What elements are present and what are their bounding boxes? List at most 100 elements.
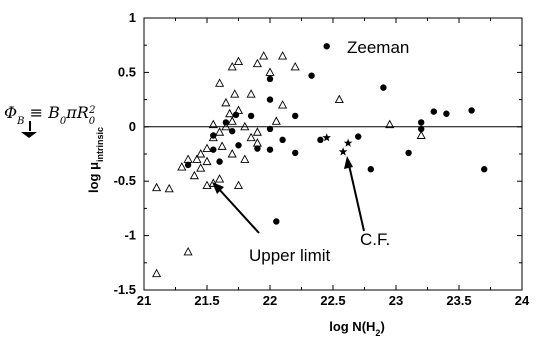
- upper-limit-data-point: [227, 149, 237, 158]
- x-tick-label: 23: [389, 293, 403, 308]
- upper-limit-data-point: [278, 51, 288, 60]
- upper-limit-data-point: [233, 56, 244, 65]
- zeeman-data-point: [292, 149, 299, 157]
- zeeman-data-point: [184, 161, 192, 169]
- upper-limit-data-point: [233, 180, 244, 190]
- upper-limit-data-point: [152, 268, 162, 278]
- zeeman-data-point: [292, 112, 299, 120]
- zeeman-data-point: [405, 149, 412, 157]
- zeeman-data-point: [355, 133, 362, 140]
- upper-limit-arrow: [212, 182, 260, 234]
- zeeman-data-point: [229, 127, 236, 135]
- zeeman-data-point: [418, 119, 425, 126]
- upper-limit-data-point: [233, 105, 244, 114]
- upper-limit-data-point: [416, 130, 426, 139]
- magnetic-flux-formula: ΦB ≡ B0πR02: [4, 103, 96, 127]
- upper-limit-data-point: [183, 154, 193, 163]
- upper-limit-data-point: [227, 62, 237, 71]
- y-axis-label: log μintrinsic: [86, 127, 105, 193]
- formula-pointer-arrow: [21, 121, 37, 138]
- upper-limit-label: Upper limit: [249, 246, 331, 265]
- x-axis-label: log N(H2): [329, 319, 385, 338]
- x-tick-label: 24: [515, 293, 530, 308]
- cf-label: C.F.: [360, 230, 390, 249]
- upper-limit-data-point: [225, 108, 235, 118]
- upper-limit-data-point: [202, 156, 212, 166]
- zeeman-data-point: [266, 75, 274, 83]
- zeeman-data-point: [266, 96, 274, 103]
- upper-limit-data-point: [189, 170, 199, 180]
- upper-limit-data-point: [217, 141, 227, 150]
- upper-limit-data-point: [290, 62, 300, 71]
- upper-limit-data-point: [278, 100, 288, 109]
- x-tick-label: 22: [263, 293, 277, 308]
- cf-data-point: [322, 133, 331, 142]
- zeeman-data-point: [317, 136, 324, 144]
- zeeman-data-point: [323, 43, 330, 50]
- upper-limit-data-point: [240, 121, 250, 131]
- zeeman-data-point: [380, 84, 387, 91]
- upper-limit-data-point: [196, 149, 206, 158]
- zeeman-data-point: [216, 158, 223, 165]
- zeeman-data-point: [430, 108, 437, 115]
- x-tick-label: 21: [137, 293, 151, 308]
- upper-limit-data-point: [215, 78, 225, 87]
- upper-limit-data-point: [385, 119, 395, 129]
- zeeman-data-point: [308, 72, 315, 79]
- zeeman-data-point: [443, 110, 450, 117]
- cf-data-point: [343, 138, 353, 147]
- upper-limit-data-point: [192, 154, 202, 163]
- upper-limit-data-point: [202, 143, 212, 153]
- axis-ticks-layer: 21 21.5 22 22.5 23 23.5 24 -1.5 -1 -0.5 0 0.5 1: [114, 10, 530, 308]
- upper-limit-data-point: [259, 51, 269, 60]
- y-tick-label: -1: [124, 228, 136, 243]
- upper-limit-data-point: [227, 116, 237, 125]
- upper-limit-data-point: [230, 89, 240, 98]
- upper-limit-data-point: [208, 132, 218, 142]
- upper-limit-data-point: [215, 174, 225, 183]
- zeeman-data-point: [367, 166, 374, 173]
- upper-limit-data-point: [208, 119, 218, 129]
- upper-limit-data-point: [215, 127, 225, 136]
- cf-arrow: [344, 156, 365, 232]
- upper-limit-data-point: [202, 180, 212, 190]
- zeeman-data-point: [468, 107, 475, 114]
- zeeman-data-point: [210, 146, 217, 153]
- upper-limit-data-point: [246, 89, 256, 98]
- zeeman-data-point: [235, 142, 242, 149]
- zeeman-data-point: [254, 145, 261, 152]
- zeeman-data-point: [266, 125, 274, 133]
- upper-limit-data-point: [152, 182, 162, 192]
- upper-limit-data-point: [221, 97, 231, 107]
- upper-limit-data-point: [164, 183, 174, 193]
- cf-data-point: [338, 147, 348, 156]
- zeeman-label: Zeeman: [347, 38, 409, 57]
- zeeman-data-point: [247, 112, 255, 120]
- upper-limit-data-point: [177, 162, 187, 171]
- y-tick-label: 0: [129, 119, 136, 134]
- upper-limit-data-point: [196, 163, 206, 172]
- y-tick-label: -0.5: [114, 173, 136, 188]
- upper-limit-data-point: [271, 116, 281, 125]
- upper-limit-data-point: [252, 138, 262, 147]
- zeeman-data-point: [279, 136, 286, 144]
- y-tick-label: 0.5: [118, 64, 136, 79]
- x-tick-label: 21.5: [194, 293, 219, 308]
- zeeman-data-point: [266, 146, 274, 153]
- x-tick-label: 23.5: [446, 293, 471, 308]
- upper-limit-data-point: [221, 121, 231, 131]
- upper-limit-data-point: [334, 94, 344, 104]
- y-tick-label: -1.5: [114, 282, 136, 297]
- upper-limit-data-point: [252, 127, 262, 136]
- y-tick-label: 1: [129, 10, 136, 25]
- upper-limit-data-point: [265, 67, 275, 76]
- upper-limit-data-point: [183, 246, 193, 256]
- upper-limit-data-point: [246, 132, 256, 142]
- plot-frame: [143, 17, 523, 291]
- x-tick-label: 22.5: [320, 293, 345, 308]
- upper-limit-data-point: [240, 154, 250, 163]
- data-marks-layer: [152, 43, 488, 278]
- upper-limit-data-point: [208, 178, 218, 187]
- upper-limit-data-point: [252, 58, 262, 68]
